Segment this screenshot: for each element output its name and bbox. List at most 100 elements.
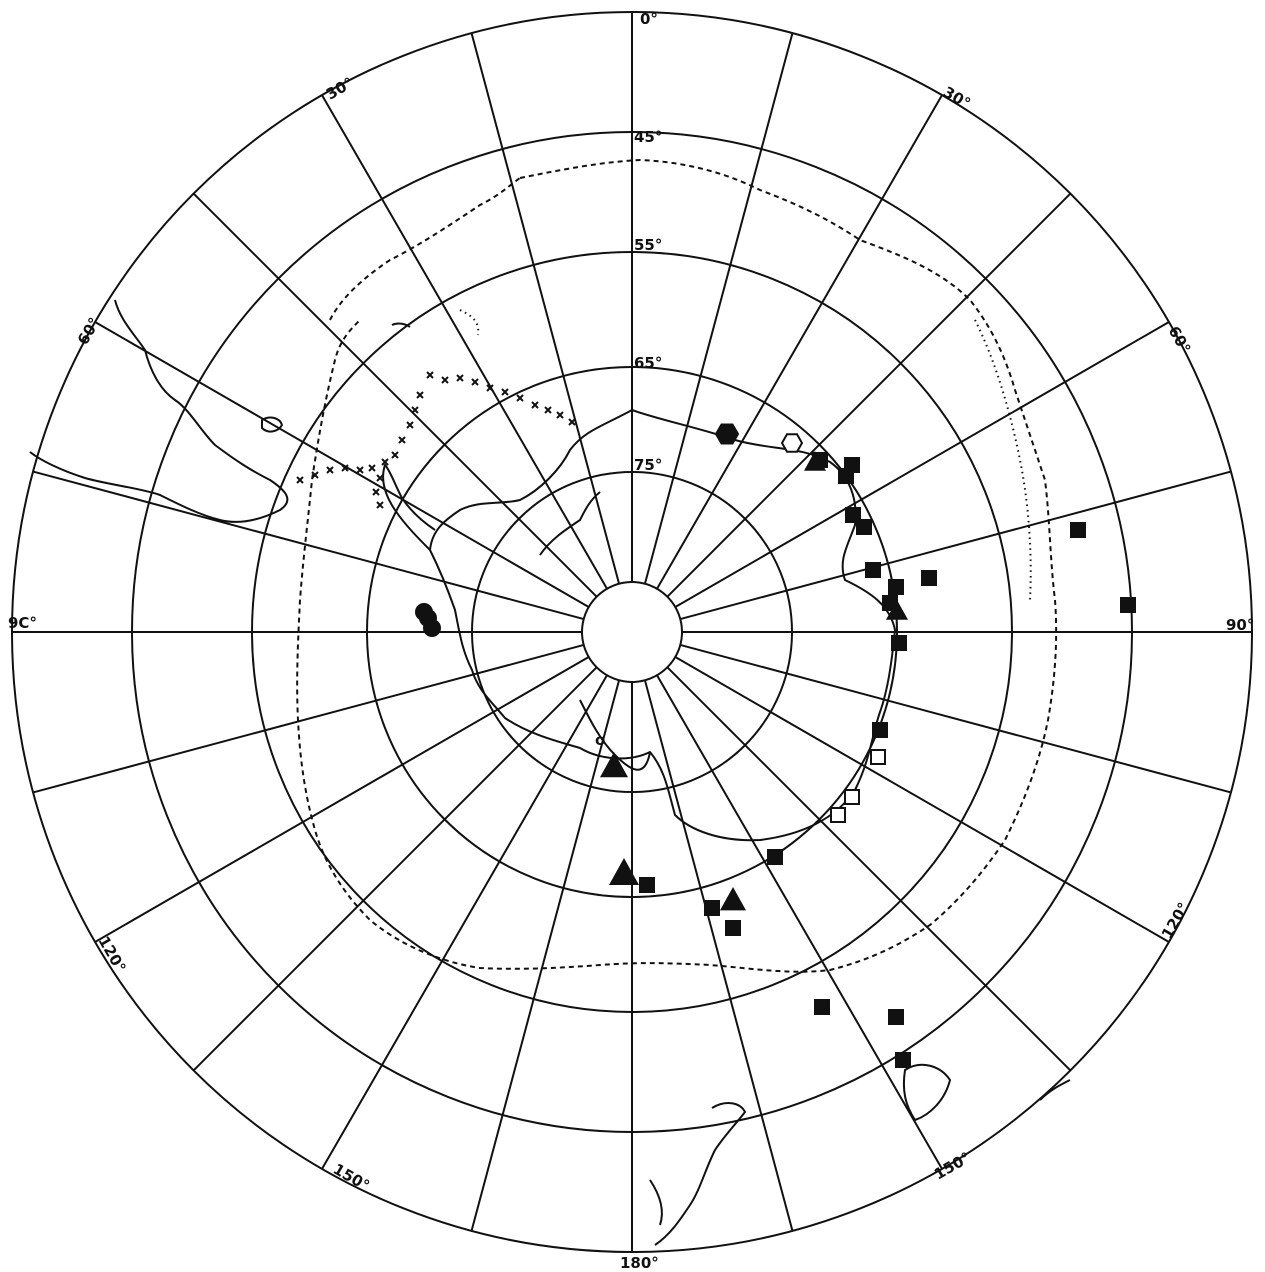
meridian-line-255: [32, 643, 584, 794]
filled-square-marker: [921, 570, 937, 586]
filled-square-marker: [704, 900, 720, 916]
south-georgia-coastline: [391, 322, 411, 328]
dotted-front-right: [974, 319, 1032, 601]
new-zealand-coastline: [654, 1102, 746, 1246]
filled-square-marker: [888, 1009, 904, 1025]
lon-label-120-right: 120°: [1158, 899, 1193, 942]
filled-square-marker: [838, 468, 854, 484]
filled-square-marker: [891, 635, 907, 651]
filled-square-marker: [767, 849, 783, 865]
cross-marker: [381, 458, 389, 466]
cross-marker: [516, 394, 524, 402]
cross-marker: [568, 418, 576, 426]
cross-marker: [376, 501, 384, 509]
filled-square-marker: [872, 722, 888, 738]
dotted-front-island: [459, 309, 480, 336]
filled-square-marker: [895, 1052, 911, 1068]
filled-square-marker: [814, 999, 830, 1015]
cross-marker: [544, 406, 552, 414]
meridian-line-60: [674, 321, 1170, 608]
new-zealand-north-coastline: [649, 1179, 663, 1226]
cross-marker: [296, 476, 304, 484]
filled-square-marker: [856, 519, 872, 535]
lat-label-65: 65°: [634, 354, 662, 372]
open-square-marker: [830, 807, 846, 823]
cross-marker: [376, 474, 384, 482]
meridian-line-300: [94, 321, 590, 608]
cross-marker: [501, 388, 509, 396]
cross-marker: [368, 464, 376, 472]
meridian-line-330: [321, 94, 608, 590]
meridian-line-165: [643, 680, 794, 1232]
lat-label-45: 45°: [634, 128, 662, 146]
meridian-line-30: [656, 94, 943, 590]
meridian-line-195: [470, 680, 621, 1232]
filled-square-marker: [1070, 522, 1086, 538]
cross-marker: [471, 378, 479, 386]
lon-label-0: 0°: [640, 10, 658, 28]
filled-triangle-marker: [600, 752, 628, 778]
cross-marker: [372, 488, 380, 496]
tasmania-coastline: [1039, 1079, 1071, 1101]
cross-marker: [556, 411, 564, 419]
lon-label-180: 180°: [620, 1254, 659, 1272]
antarctic-peninsula-coastline: [382, 464, 436, 551]
graticule: [11, 11, 1253, 1253]
falkland-islands-coastline: [261, 416, 283, 433]
filled-triangle-marker: [720, 887, 746, 911]
meridian-line-225: [192, 666, 598, 1072]
cross-marker: [531, 401, 539, 409]
lat-label-55: 55°: [634, 236, 662, 254]
lon-label-90-right: 90°: [1226, 616, 1254, 634]
filled-hexagon-marker: [714, 423, 740, 445]
open-square-marker: [870, 749, 886, 765]
open-square-marker: [844, 789, 860, 805]
filled-square-marker: [639, 877, 655, 893]
meridian-line-240: [94, 656, 590, 943]
oceanic-fronts: [296, 158, 1058, 973]
filled-square-marker: [725, 920, 741, 936]
cross-marker: [441, 376, 449, 384]
meridian-line-315: [192, 192, 598, 598]
meridian-line-75: [680, 470, 1232, 621]
cross-marker: [311, 471, 319, 479]
filled-square-marker: [865, 562, 881, 578]
lon-label-150-left: 150°: [330, 1160, 373, 1195]
open-hexagon-marker: [780, 433, 804, 453]
cross-marker: [486, 384, 494, 392]
cross-marker: [391, 451, 399, 459]
filled-square-marker: [1120, 597, 1136, 613]
filled-triangle-marker: [609, 858, 639, 885]
filled-triangle-marker: [804, 451, 826, 471]
ice-shelf-line-west: [539, 491, 601, 556]
cross-marker: [416, 391, 424, 399]
filled-triangle-marker: [886, 600, 908, 620]
lon-label-90-left: 9C°: [8, 614, 37, 632]
meridian-line-105: [680, 643, 1232, 794]
meridian-line-210: [321, 674, 608, 1170]
meridian-line-345: [470, 32, 621, 584]
south-america-coastline: [29, 299, 289, 523]
cross-marker: [411, 406, 419, 414]
cross-marker: [326, 466, 334, 474]
pole-circle: [581, 581, 683, 683]
meridian-line-15: [643, 32, 794, 584]
lon-label-120-left: 120°: [95, 933, 130, 976]
australia-coastline: [902, 1063, 951, 1121]
filled-circle-marker: [419, 609, 437, 627]
meridian-line-135: [666, 666, 1072, 1072]
meridian-line-150: [656, 674, 943, 1170]
front-line-upper-left: [329, 177, 521, 321]
lon-label-60-left: 60°: [74, 314, 104, 348]
observation-markers: [296, 371, 1136, 1068]
meridian-line-120: [674, 656, 1170, 943]
lon-label-60-right: 60°: [1165, 323, 1195, 357]
meridian-line-45: [666, 192, 1072, 598]
lon-label-150-right: 150°: [931, 1148, 974, 1183]
lon-label-30-right: 30°: [940, 83, 974, 113]
lat-label-75: 75°: [634, 456, 662, 474]
cross-marker: [398, 436, 406, 444]
cross-marker: [426, 371, 434, 379]
convergence-front-line: [296, 158, 1058, 973]
